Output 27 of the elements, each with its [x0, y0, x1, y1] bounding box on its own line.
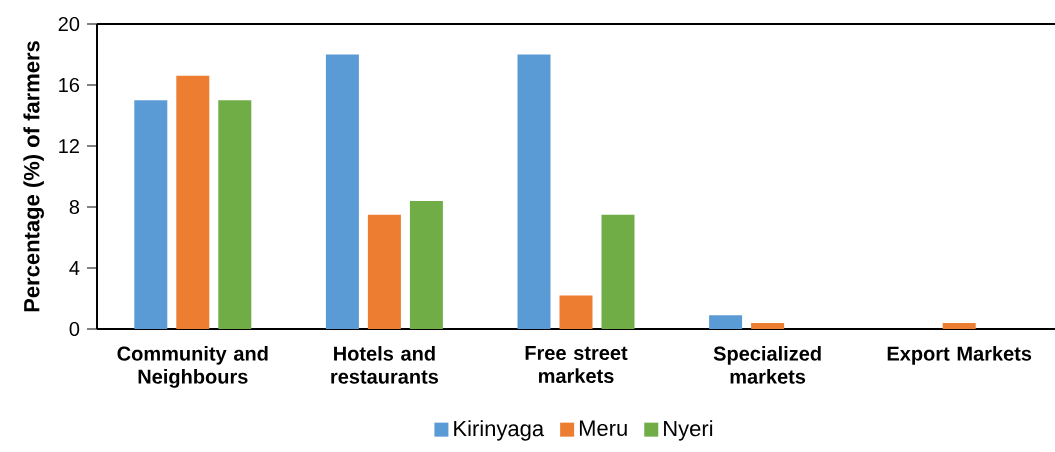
bar [409, 200, 443, 329]
bar [751, 322, 785, 329]
bar [559, 295, 593, 329]
x-tick-label: Free street markets [525, 346, 628, 384]
bar [176, 75, 210, 329]
y-tick-label: 0 [69, 321, 80, 337]
legend-label: Meru [579, 420, 627, 436]
legend-label: Kirinyaga [454, 420, 545, 441]
bar [709, 315, 743, 329]
bar [942, 322, 976, 329]
bar [134, 100, 168, 329]
bar [325, 54, 359, 329]
y-tick-label: 20 [58, 16, 80, 32]
bar [218, 100, 252, 329]
y-axis-title: Percentage (%) of farmers [23, 41, 44, 312]
x-tick-label: Hotels and restaurants [331, 346, 439, 384]
bar [601, 214, 635, 329]
x-tick-label: Specialized markets [713, 346, 821, 384]
legend-label: Nyeri [664, 420, 713, 441]
bar [367, 214, 401, 329]
x-tick-label: Community and Neighbours [117, 346, 268, 388]
y-tick-label: 12 [59, 139, 79, 153]
bar [517, 54, 551, 329]
y-tick-label: 8 [69, 199, 80, 215]
y-tick-label: 16 [59, 77, 80, 93]
y-tick-label: 4 [69, 261, 80, 275]
x-tick-label: Export Markets [887, 346, 1032, 365]
